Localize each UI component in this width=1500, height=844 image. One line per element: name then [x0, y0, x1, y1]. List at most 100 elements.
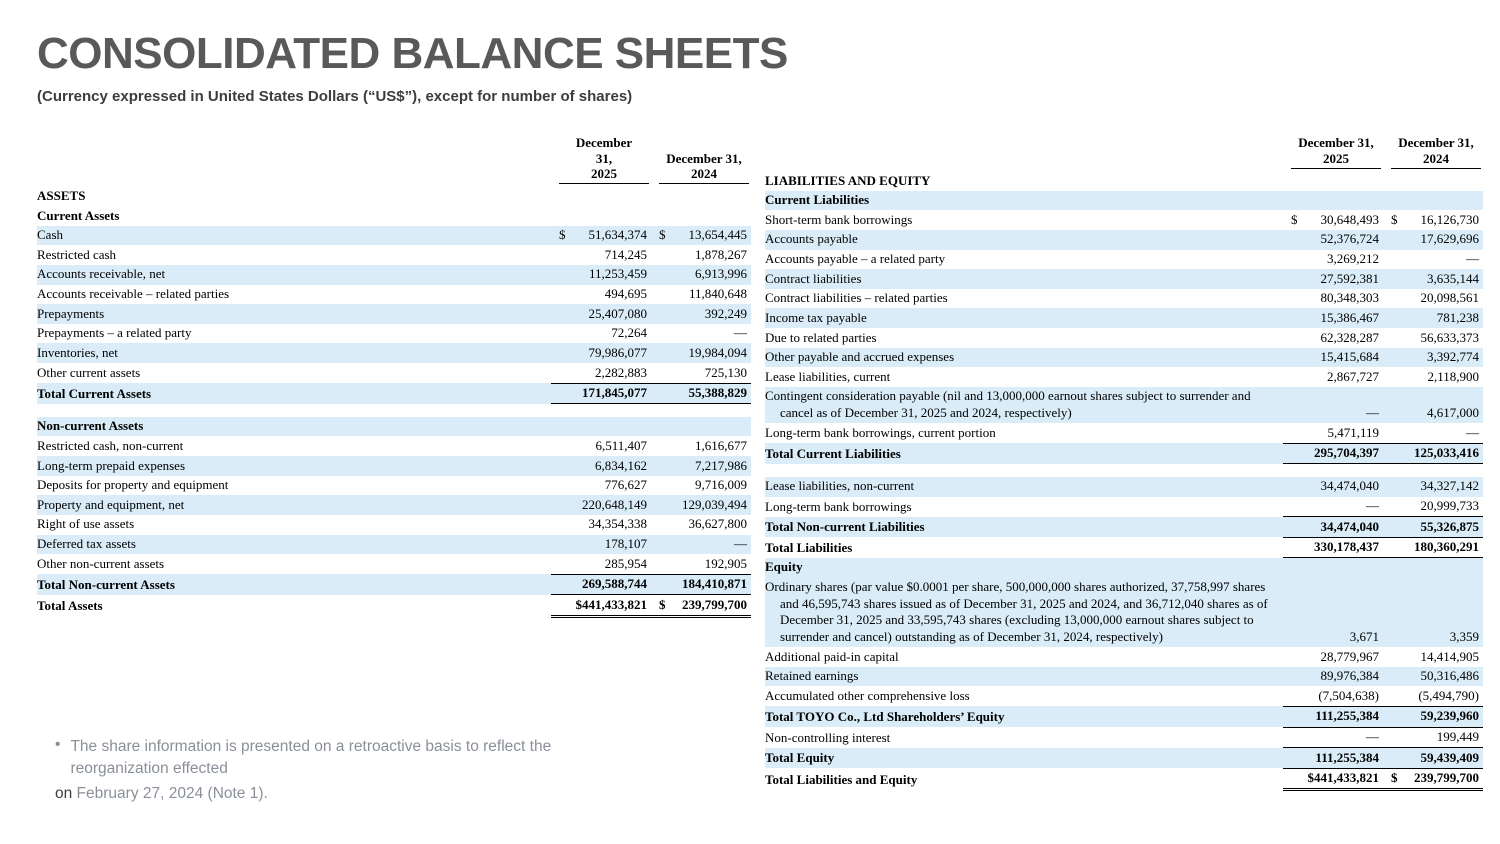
value-2024: 34,327,142	[1420, 478, 1480, 494]
row-label: Other payable and accrued expenses	[765, 349, 955, 365]
page: CONSOLIDATED BALANCE SHEETS (Currency ex…	[37, 29, 1483, 792]
table-row: Contract liabilities – related parties 80…	[765, 289, 1483, 309]
assets-table-header: December 31, 2025 December 31, 2024	[37, 135, 751, 186]
row-label: Total Non-current Liabilities	[765, 519, 925, 535]
value-2025: 171,845,077	[551, 383, 651, 405]
value-2024: 14,414,905	[1420, 648, 1480, 664]
row-label: Deposits for property and equipment	[37, 477, 229, 493]
row-label: Other non-current assets	[37, 556, 165, 572]
table-row: Equity	[765, 557, 1483, 578]
value-2024: 3,392,774	[1427, 349, 1479, 365]
value-2025: 285,954	[551, 554, 651, 575]
row-label: Additional paid-in capital	[765, 648, 899, 664]
value-2024: —	[1466, 251, 1479, 267]
value-2025: 34,354,338	[588, 516, 648, 532]
value-2025: 220,648,149	[582, 496, 647, 512]
table-row: Total Assets $441,433,821 $239,799,700	[37, 594, 751, 618]
table-row: Accounts payable 52,376,724 17,629,696	[765, 229, 1483, 250]
table-row: Income tax payable 15,386,467 781,238	[765, 308, 1483, 329]
table-row: Current Liabilities	[765, 190, 1483, 211]
value-2024: 59,239,960	[1383, 706, 1483, 728]
row-label: Contract liabilities	[765, 270, 862, 286]
value-2025: 52,376,724	[1320, 231, 1380, 247]
value-2025: $30,648,493	[1291, 211, 1379, 227]
value-2025: 15,415,684	[1320, 349, 1380, 365]
value-2024	[1383, 558, 1483, 578]
table-row: Current Assets	[37, 206, 751, 226]
row-label: Accounts receivable, net	[37, 266, 166, 282]
value-2025: 269,588,744	[551, 574, 651, 596]
table-row: Total Equity 111,255,384 59,439,409	[765, 747, 1483, 769]
row-label: Deferred tax assets	[37, 536, 136, 551]
row-label: Accounts payable – a related party	[765, 251, 946, 267]
row-label: Cash	[37, 227, 63, 243]
value-2025: 111,255,384	[1283, 706, 1383, 728]
spacer-cell	[765, 464, 1483, 477]
value-2025: 25,407,080	[588, 305, 648, 321]
table-row: Deferred tax assets 178,107 —	[37, 534, 751, 555]
row-label: Equity	[765, 559, 803, 575]
value-2024: 725,130	[651, 363, 751, 384]
value-2024: $13,654,445	[659, 227, 747, 243]
spacer-cell	[37, 404, 751, 417]
value-2024: —	[1383, 423, 1483, 444]
value-2025: —	[1366, 405, 1379, 421]
value-2024	[651, 206, 751, 226]
row-label: Long-term prepaid expenses	[37, 457, 186, 473]
bullet-icon: •	[55, 736, 61, 753]
value-2025	[551, 186, 651, 206]
footnote-text: The share information is presented on a …	[70, 738, 552, 778]
table-row: Lease liabilities, current 2,867,727 2,118…	[765, 367, 1483, 387]
value-2024: 9,716,009	[695, 477, 747, 493]
value-2025: 72,264	[611, 325, 647, 341]
value-2024: —	[734, 325, 747, 341]
page-subtitle: (Currency expressed in United States Dol…	[37, 88, 633, 106]
value-2025	[1283, 558, 1383, 578]
table-row: Cash $51,634,374 $13,654,445	[37, 225, 751, 246]
table-row: Right of use assets 34,354,338 36,627,800	[37, 515, 751, 535]
value-2025: 776,627	[604, 477, 647, 493]
table-row: Other payable and accrued expenses 15,415…	[765, 347, 1483, 368]
table-row: Total Liabilities 330,178,437 180,360,291	[765, 537, 1483, 559]
value-2024: 3,359	[1449, 628, 1479, 644]
table-row: Property and equipment, net 220,648,149 12…	[37, 495, 751, 515]
footnote: • The share information is presented on …	[55, 736, 655, 805]
table-row: Total Current Assets 171,845,077 55,388,82…	[37, 383, 751, 405]
value-2024: 20,999,733	[1383, 496, 1483, 518]
value-2024: 129,039,494	[682, 496, 747, 512]
value-2024: 55,388,829	[651, 383, 751, 405]
value-2025: 111,255,384	[1283, 747, 1383, 769]
value-2024	[1383, 191, 1483, 211]
table-row: Short-term bank borrowings $30,648,493 $16…	[765, 210, 1483, 230]
table-row: Other non-current assets 285,954 192,905	[37, 554, 751, 575]
table-row: Deposits for property and equipment 776,6…	[37, 476, 751, 496]
column-header-2024: December 31, 2024	[1383, 135, 1483, 171]
table-row: Total Non-current Liabilities 34,474,040 5…	[765, 516, 1483, 538]
value-2024: 199,449	[1383, 727, 1483, 749]
row-label: Total Assets	[37, 598, 103, 614]
row-label: Lease liabilities, current	[765, 368, 891, 384]
row-label: Contract liabilities – related parties	[765, 290, 948, 306]
row-label: ASSETS	[37, 187, 86, 203]
value-2025: 11,253,459	[588, 266, 647, 282]
value-2024: 1,878,267	[695, 246, 747, 262]
row-label: Total TOYO Co., Ltd Shareholders’ Equity	[765, 708, 1005, 724]
value-2025: 34,474,040	[1320, 478, 1380, 494]
value-2024: 19,984,094	[688, 344, 748, 360]
value-2024: 1,616,677	[695, 437, 747, 453]
footnote-continuation-prefix: on	[55, 784, 73, 802]
row-label: Restricted cash	[37, 246, 117, 262]
table-row: Non-controlling interest —199,449	[765, 727, 1483, 749]
spacer-row	[37, 404, 751, 417]
value-2025: 2,867,727	[1327, 368, 1379, 384]
value-2024: 36,627,800	[688, 516, 748, 532]
value-2024: 392,249	[704, 305, 747, 321]
row-label: Short-term bank borrowings	[765, 211, 913, 227]
table-row: Long-term bank borrowings —20,999,733	[765, 496, 1483, 518]
row-label: Accounts receivable – related parties	[37, 286, 230, 301]
value-2025: 3,671	[1349, 628, 1379, 644]
row-label: Contingent consideration payable (nil an…	[765, 388, 1251, 421]
row-label: Long-term bank borrowings	[765, 498, 912, 514]
row-label: Total Liabilities and Equity	[765, 771, 918, 787]
value-2025	[551, 417, 651, 437]
